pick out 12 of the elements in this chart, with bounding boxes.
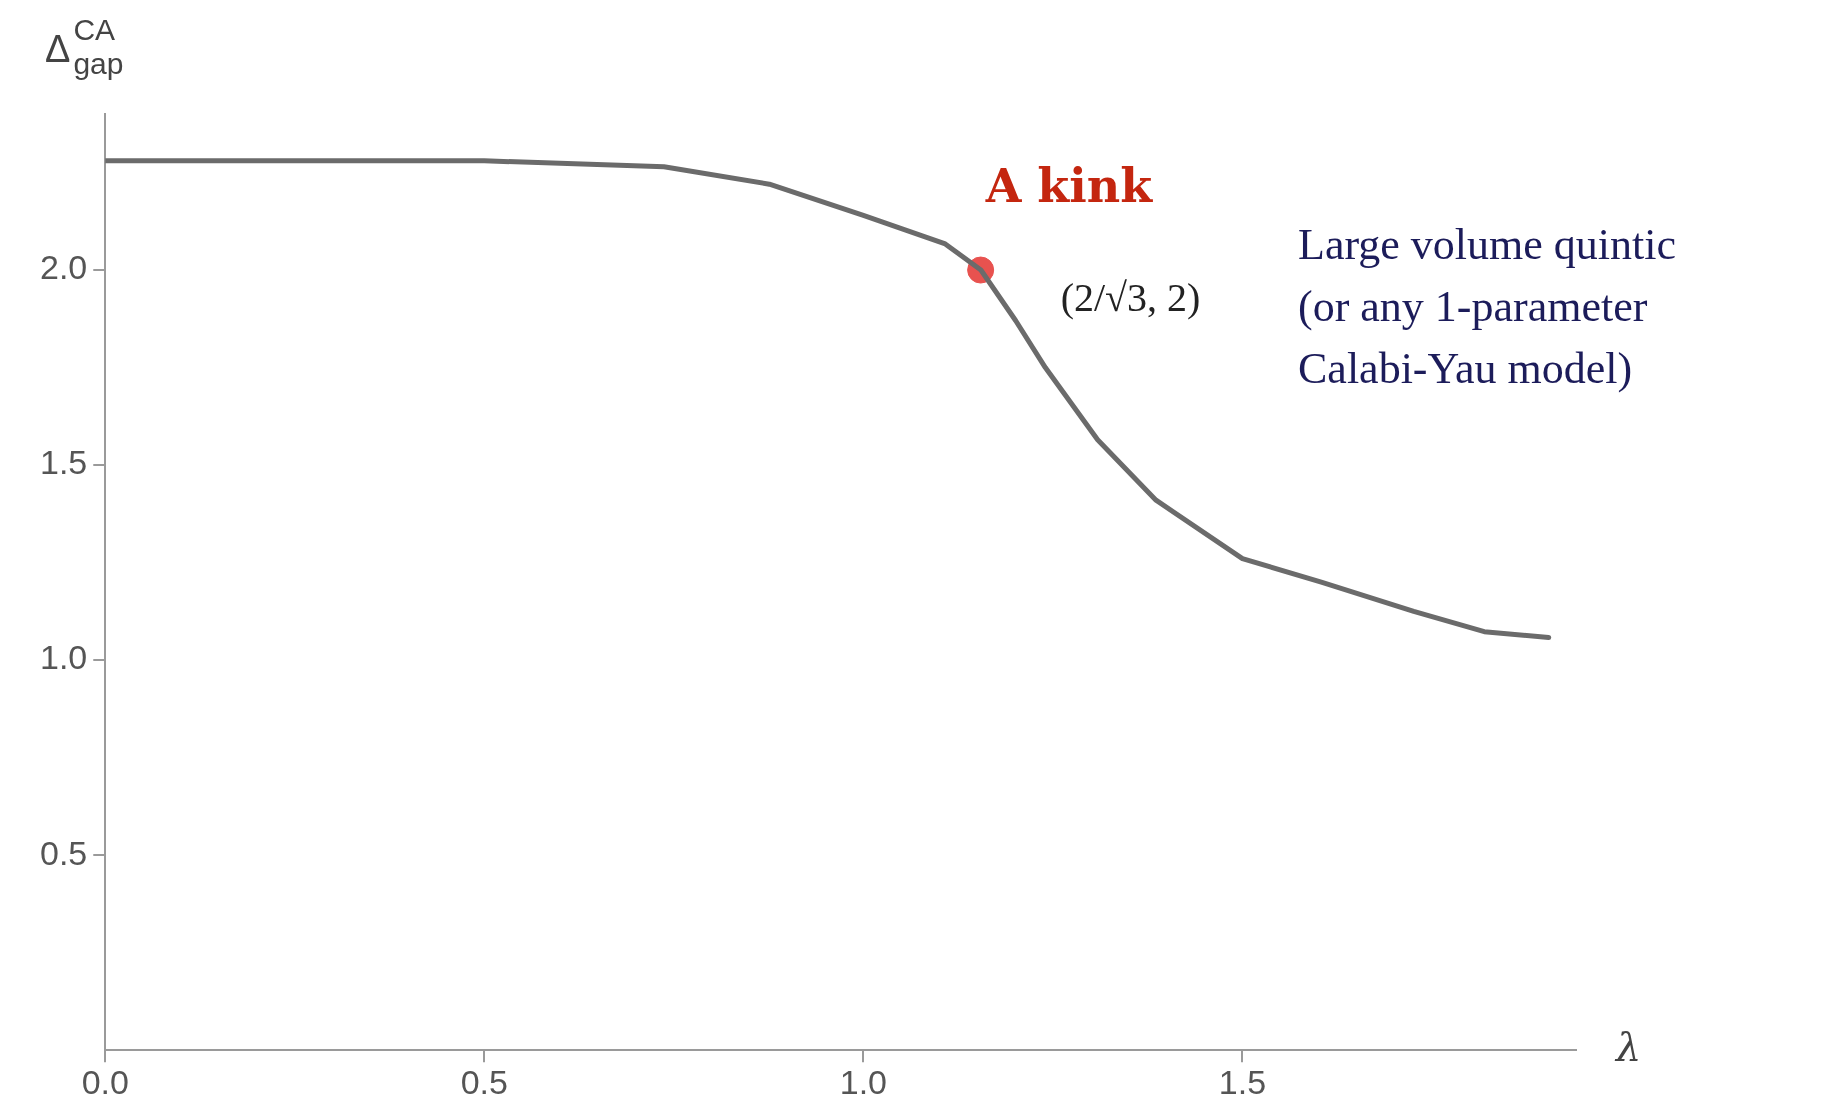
annotation: Large volume quintic (or any 1-parameter Calabi-Yau model) [1298,219,1676,393]
y-tick-label: 2.0 [40,248,88,287]
x-tick-label: 0.5 [460,1062,508,1101]
x-tick-label: 1.0 [839,1062,888,1101]
y-tick-label: 0.5 [40,833,88,872]
annotation: A kink [984,158,1154,213]
annotation: (2/√3, 2) [1060,274,1201,320]
y-tick-label: 1.5 [40,443,88,482]
x-axis-title: λ [1614,1023,1642,1070]
y-tick-label: 1.0 [40,638,88,677]
x-tick-label: 1.5 [1218,1062,1267,1101]
x-tick-label: 0.0 [81,1062,129,1101]
